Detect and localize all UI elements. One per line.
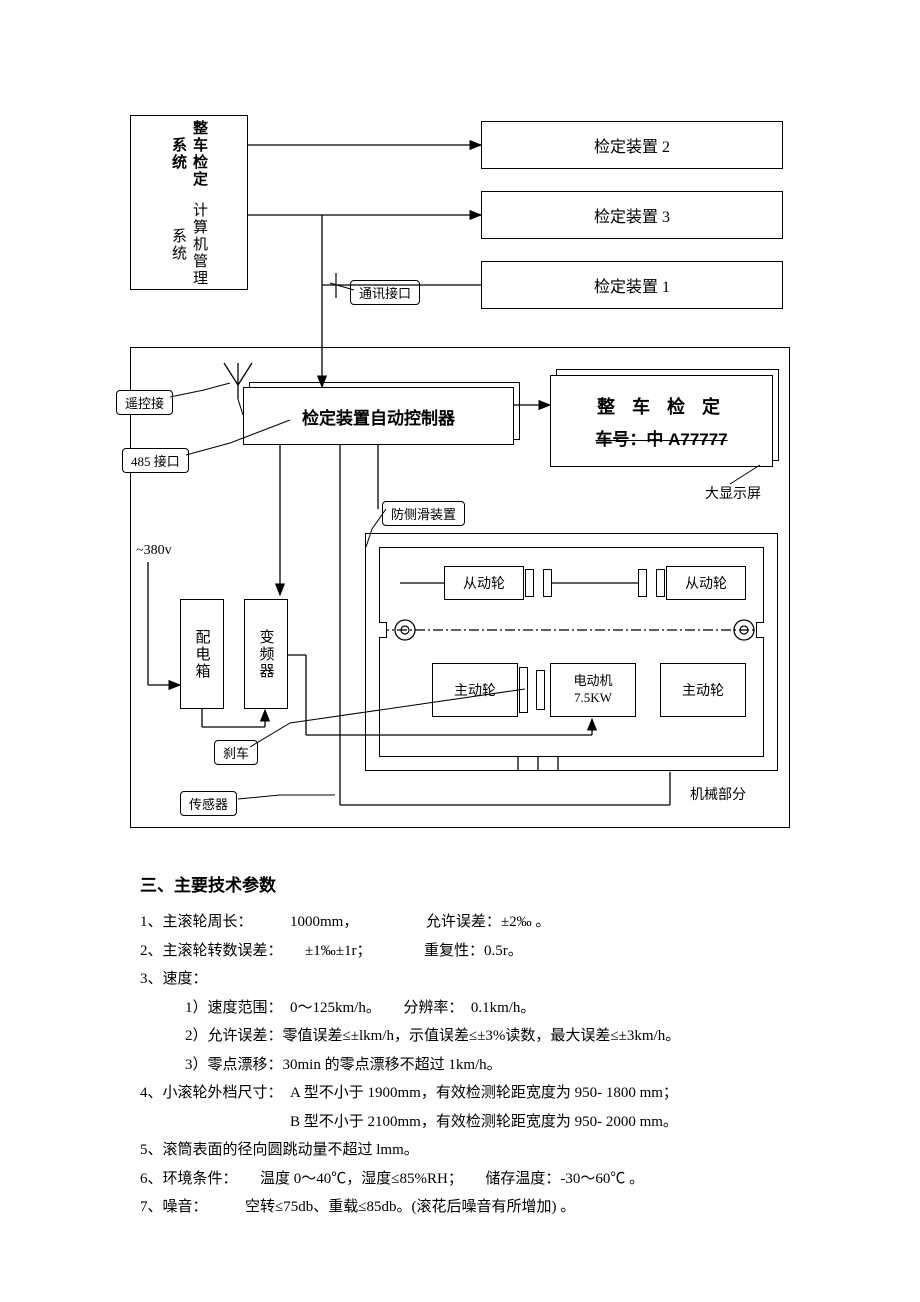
system-title-bold: 整车检定系统 [168, 116, 210, 192]
distribution-box: 配电箱 [180, 599, 224, 709]
axle-line [379, 617, 764, 643]
system-title: 计算机管理系统 [168, 200, 210, 289]
spec-line: 7、噪音： 空转≤75db、重载≤85db。(滚花后噪音有所增加) 。 [140, 1193, 780, 1222]
inverter-box: 变频器 [244, 599, 288, 709]
axle-end-left [379, 622, 387, 638]
spec-line: 1）速度范围： 0～125km/h。 分辨率： 0.1km/h。 [140, 994, 780, 1023]
comm-interface-callout: 通讯接口 [350, 280, 420, 305]
remote-callout: 遥控接 [116, 390, 173, 415]
brake-callout: 刹车 [214, 740, 258, 765]
diagram-root: 整车检定系统 计算机管理系统 检定装置 2 检定装置 3 检定装置 1 通讯接口… [130, 115, 790, 835]
spec-line: 3）零点漂移：30min 的零点漂移不超过 1km/h。 [140, 1051, 780, 1080]
motor-box: 电动机 7.5KW [550, 663, 636, 717]
device-3-box: 检定装置 3 [481, 191, 783, 239]
mechanical-label: 机械部分 [690, 784, 746, 804]
stub-5 [519, 667, 528, 713]
specs-heading: 三、主要技术参数 [140, 870, 780, 902]
spec-line: 6、环境条件： 温度 0～40℃，湿度≤85%RH； 储存温度：-30～60℃ … [140, 1165, 780, 1194]
spec-line: 2）允许误差：零值误差≤±lkm/h，示值误差≤±3%读数，最大误差≤±3km/… [140, 1022, 780, 1051]
specs-section: 三、主要技术参数 1、主滚轮周长： 1000mm， 允许误差：±2‰ 。 2、主… [140, 870, 780, 1222]
anti-slip-callout: 防侧滑装置 [382, 501, 465, 526]
motor-line2: 7.5KW [574, 690, 612, 707]
display-caption: 大显示屏 [705, 483, 761, 503]
spec-line: 2、主滚轮转数误差： ±1‰±1r； 重复性：0.5r。 [140, 937, 780, 966]
driving-wheel-left: 主动轮 [432, 663, 518, 717]
spec-line: 4、小滚轮外档尺寸： A 型不小于 1900mm，有效检测轮距宽度为 950- … [140, 1079, 780, 1108]
device-1-box: 检定装置 1 [481, 261, 783, 309]
spec-line: 5、滚筒表面的径向圆跳动量不超过 lmm。 [140, 1136, 780, 1165]
sensor-callout: 传感器 [180, 791, 237, 816]
voltage-label: ~380v [136, 543, 172, 559]
display-box: 整 车 检 定 车号：中 A77777 [550, 375, 773, 467]
stub-2 [543, 569, 552, 597]
motor-line1: 电动机 [573, 673, 612, 690]
driven-wheel-left: 从动轮 [444, 566, 524, 600]
interface-485-callout: 485 接口 [122, 448, 189, 473]
computer-system-box: 整车检定系统 计算机管理系统 [130, 115, 248, 290]
spec-line: 3、速度： [140, 965, 780, 994]
axle-end-right [756, 622, 764, 638]
stub-4 [656, 569, 665, 597]
spec-line: 1、主滚轮周长： 1000mm， 允许误差：±2‰ 。 [140, 908, 780, 937]
frame-ticks [510, 757, 570, 775]
device-2-box: 检定装置 2 [481, 121, 783, 169]
driving-wheel-right: 主动轮 [660, 663, 746, 717]
stub-6 [536, 670, 545, 710]
stub-1 [525, 569, 534, 597]
controller-box: 检定装置自动控制器 [243, 387, 514, 445]
driven-wheel-right: 从动轮 [666, 566, 746, 600]
display-line2: 车号：中 A77777 [595, 425, 727, 450]
spec-line: B 型不小于 2100mm，有效检测轮距宽度为 950- 2000 mm。 [140, 1108, 780, 1137]
stub-3 [638, 569, 647, 597]
display-line1: 整 车 检 定 [597, 393, 726, 419]
